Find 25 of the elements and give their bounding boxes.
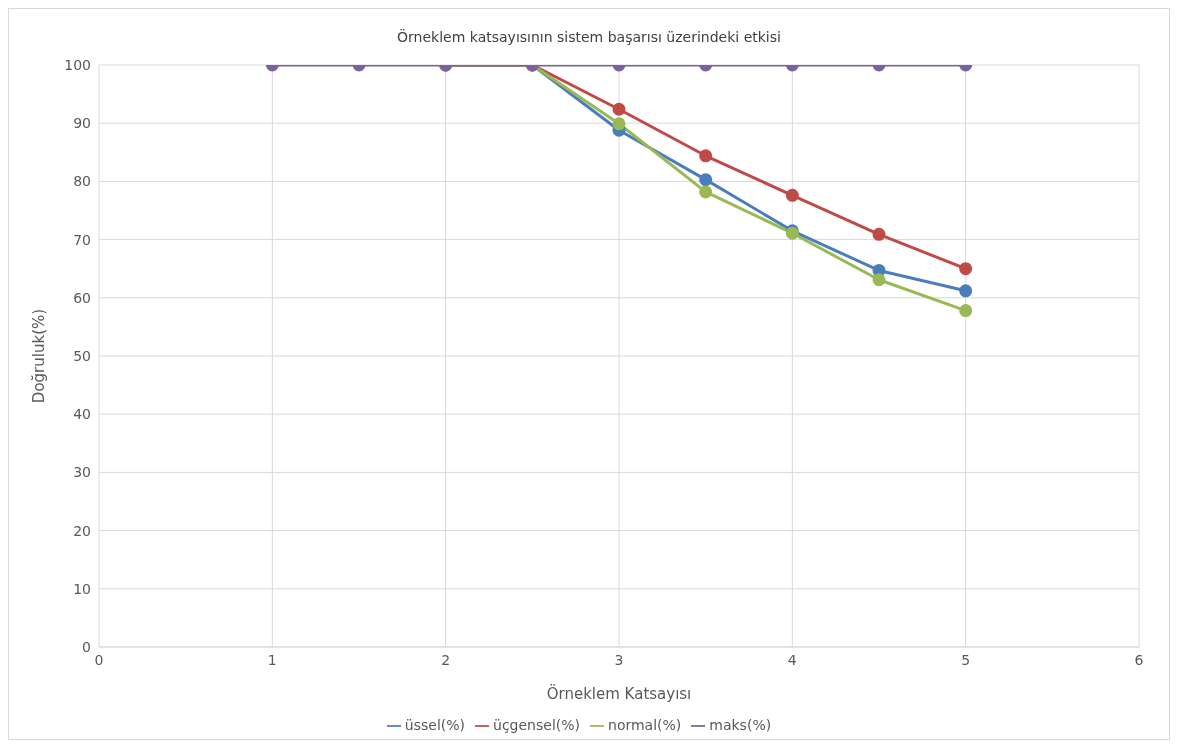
y-tick-label: 80: [73, 173, 91, 190]
y-tick-label: 50: [73, 347, 91, 364]
x-tick-label: 4: [787, 651, 797, 668]
y-tick-label: 100: [64, 56, 91, 73]
y-tick-label: 30: [73, 464, 91, 481]
x-tick-label: 6: [1134, 651, 1144, 668]
y-tick-label: 10: [73, 580, 91, 597]
y-axis-title: Doğruluk(%): [30, 308, 49, 404]
x-tick-label: 3: [614, 651, 624, 668]
y-tick-label: 60: [73, 289, 91, 306]
y-tick-label: 40: [73, 406, 91, 423]
chart-title: Örneklem katsayısının sistem başarısı üzerindeki etkisi: [396, 28, 782, 47]
x-axis-title: Örneklem Katsayısı: [546, 684, 692, 703]
y-tick-label: 90: [73, 115, 91, 132]
legend-label: normal(%): [608, 717, 682, 733]
y-tick-label: 0: [82, 638, 91, 655]
x-tick-label: 1: [267, 651, 277, 668]
legend-label: üssel(%): [404, 717, 466, 733]
y-tick-label: 20: [73, 522, 91, 539]
legend-label: maks(%): [709, 717, 772, 733]
y-tick-label: 70: [73, 231, 91, 248]
x-tick-label: 2: [441, 651, 451, 668]
legend-label: üçgensel(%): [493, 717, 581, 733]
x-tick-label: 5: [961, 651, 971, 668]
x-tick-label: 0: [94, 651, 104, 668]
